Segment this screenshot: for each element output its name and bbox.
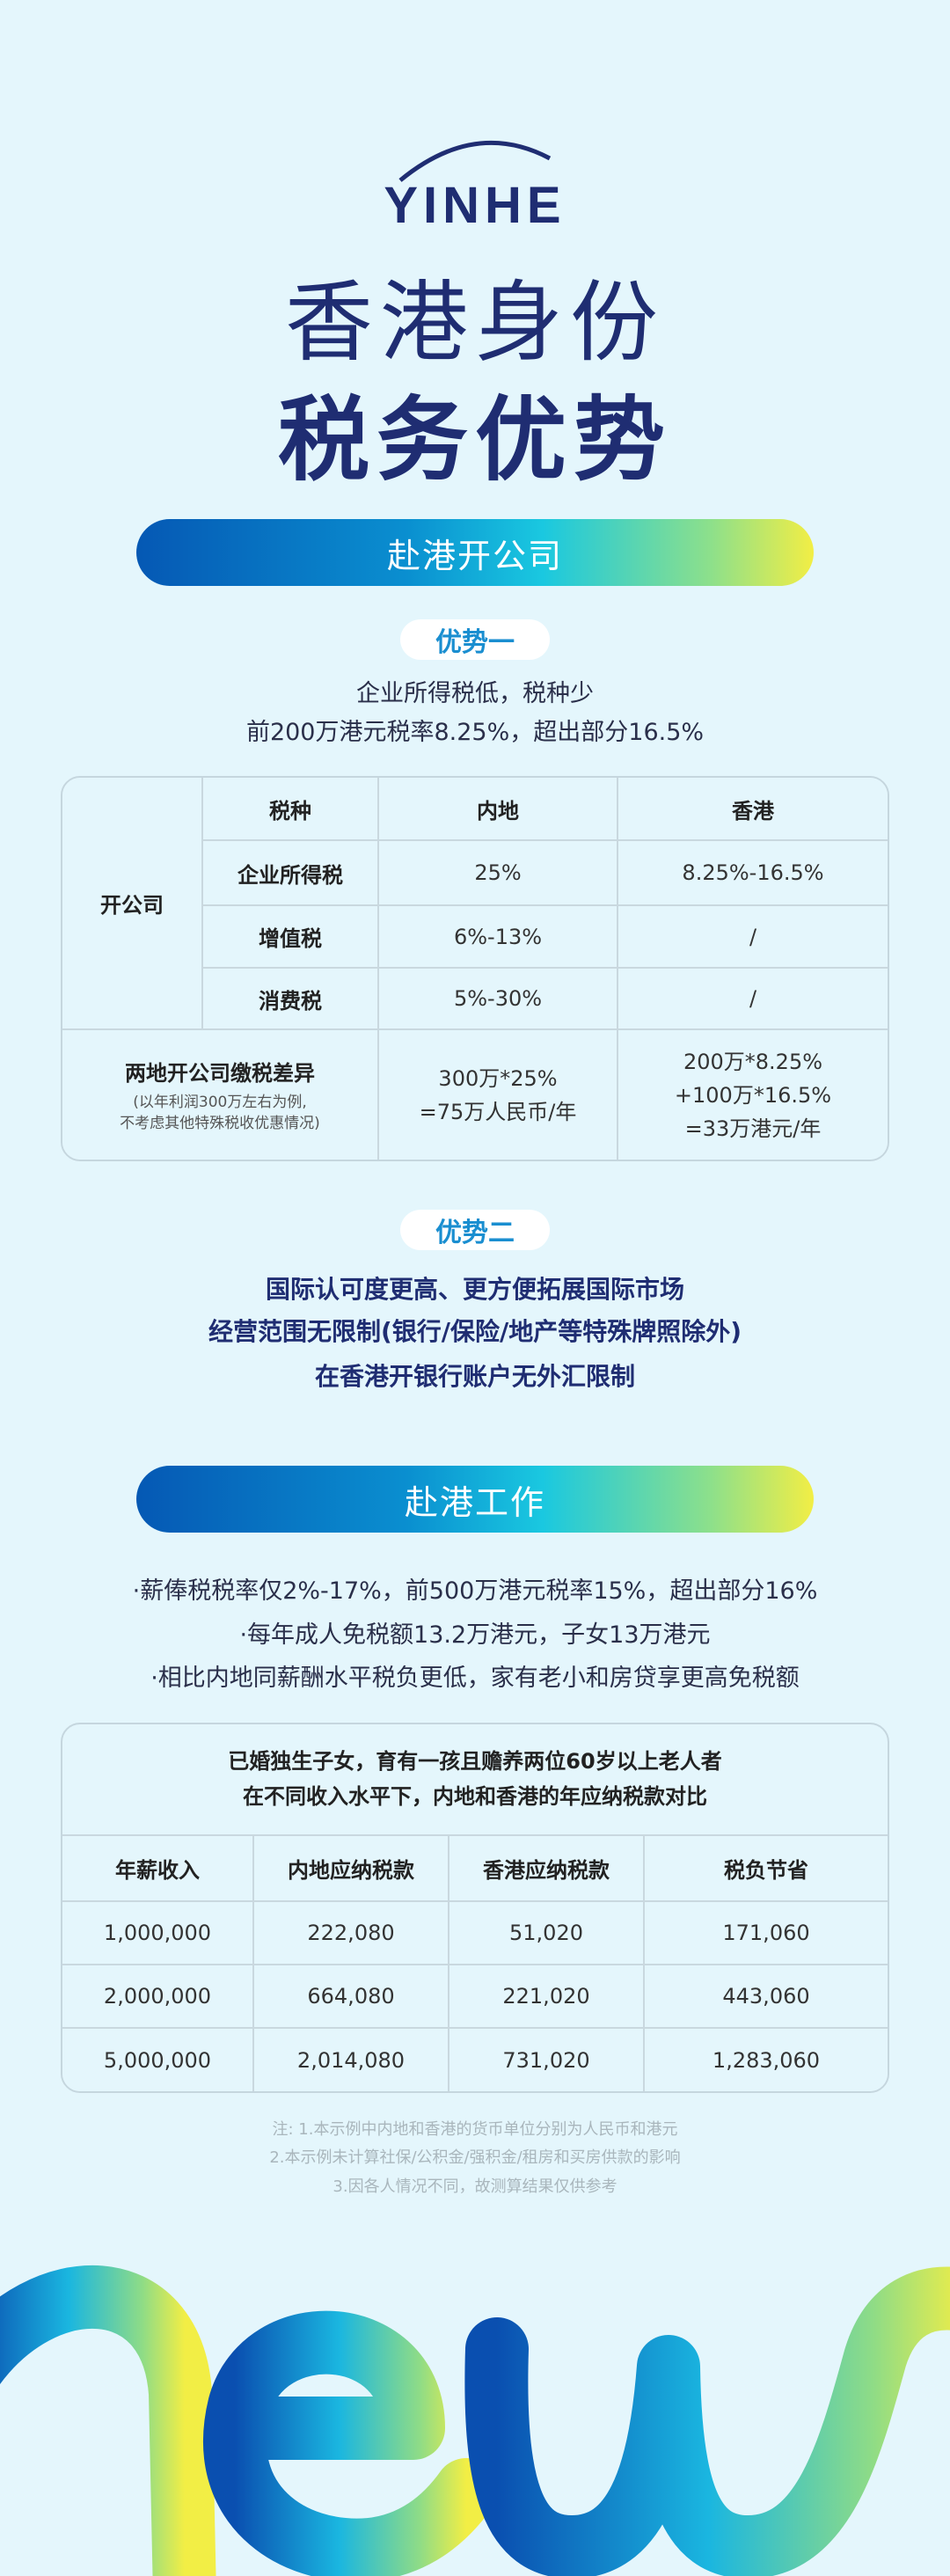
advantage1-line: 企业所得税低，税种少 xyxy=(356,680,594,707)
work-bullet: ·每年成人免税额13.2万港元，子女13万港元 xyxy=(239,1621,711,1649)
advantage2-line: 经营范围无限制(银行/保险/地产等特殊牌照除外) xyxy=(208,1317,742,1346)
row-group-label: 开公司 xyxy=(62,778,203,1030)
table-row: 消费税 5%-30% / xyxy=(62,967,888,1030)
advantage1-line: 前200万港元税率8.25%，超出部分16.5% xyxy=(245,719,705,746)
company-tax-table: 开公司 税种 内地 香港 企业所得税 25% 8.25%-16.5% 增值税 6%-1… xyxy=(61,776,889,1161)
title-line1: 香港身份 xyxy=(285,271,665,374)
table-row: 5,000,000 2,014,080 731,020 1,283,060 xyxy=(62,2027,888,2091)
table-title: 已婚独生子女，育有一孩且赡养两位60岁以上老人者 xyxy=(228,1749,722,1774)
title-line2: 税务优势 xyxy=(277,386,672,494)
section-banner-company: 赴港开公司 xyxy=(136,519,814,586)
header-hk: 香港 xyxy=(617,778,888,841)
advantage1-label: 优势一 xyxy=(400,619,550,660)
advantage2-line: 在香港开银行账户无外汇限制 xyxy=(314,1362,635,1391)
table-row: 1,000,000 222,080 51,020 171,060 xyxy=(62,1900,888,1965)
svg-text:YINHE: YINHE xyxy=(384,177,566,229)
advantage2-label: 优势二 xyxy=(400,1210,550,1250)
table-row: 2,000,000 664,080 221,020 443,060 xyxy=(62,1964,888,2029)
footnote: 注: 1.本示例中内地和香港的货币单位分别为人民币和港元 xyxy=(272,2120,678,2139)
work-bullet: ·相比内地同薪酬水平税负更低，家有老小和房贷享更高免税额 xyxy=(150,1665,800,1692)
section-banner-work: 赴港工作 xyxy=(136,1466,814,1533)
footnote: 3.因各人情况不同，故测算结果仅供参考 xyxy=(332,2177,618,2196)
diff-row: 两地开公司缴税差异 (以年利润300万左右为例, 不考虑其他特殊税收优惠情况) 3… xyxy=(62,1028,888,1160)
yinhe-logo: YINHE xyxy=(384,141,566,229)
salary-tax-table: 已婚独生子女，育有一孩且赡养两位60岁以上老人者 在不同收入水平下，内地和香港的… xyxy=(61,1723,889,2093)
header-tax-type: 税种 xyxy=(201,778,379,841)
table-row: 企业所得税 25% 8.25%-16.5% xyxy=(62,839,888,906)
header-mainland: 内地 xyxy=(377,778,618,841)
footnote: 2.本示例未计算社保/公积金/强积金/租房和买房供款的影响 xyxy=(269,2148,681,2167)
work-bullet: ·薪俸税税率仅2%-17%，前500万港元税率15%，超出部分16% xyxy=(132,1577,818,1605)
advantage2-line: 国际认可度更高、更方便拓展国际市场 xyxy=(265,1275,684,1304)
new-word-graphic xyxy=(0,2265,950,2576)
table-title: 在不同收入水平下，内地和香港的年应纳税款对比 xyxy=(243,1784,707,1809)
table-row: 增值税 6%-13% / xyxy=(62,904,888,969)
